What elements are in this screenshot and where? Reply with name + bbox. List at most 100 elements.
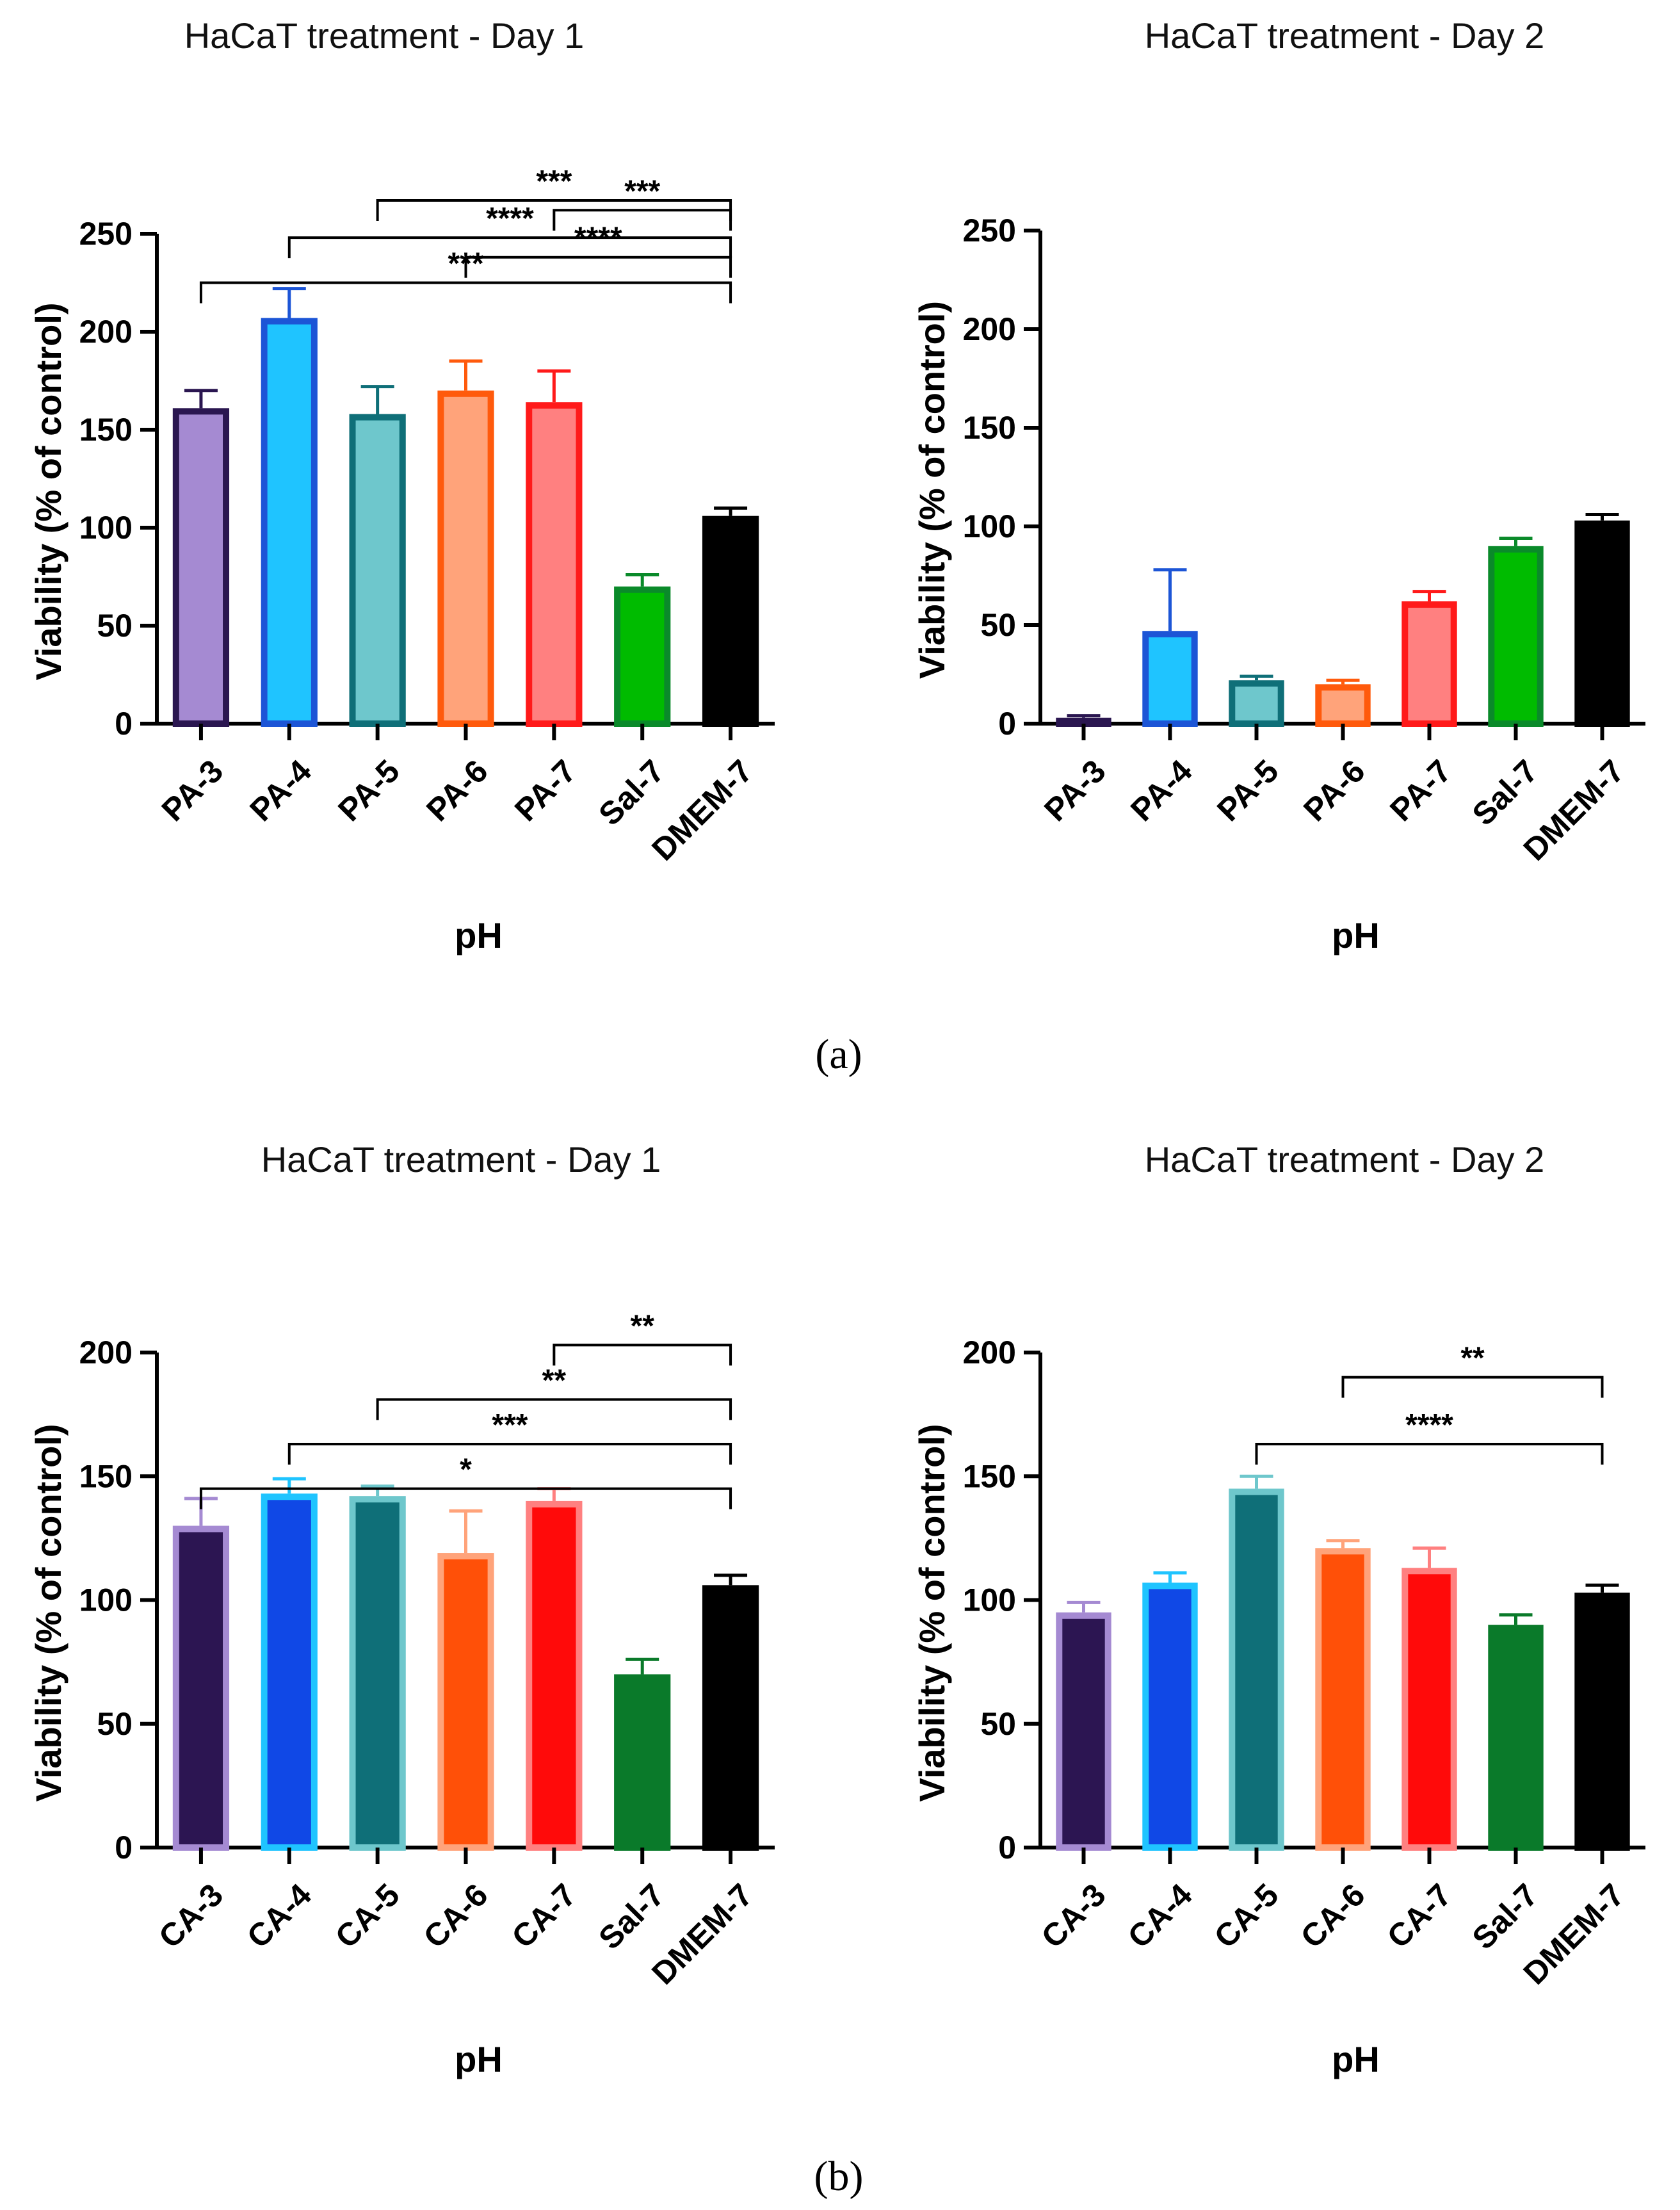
y-tick-label: 100: [963, 508, 1016, 544]
bar-ca-5: [349, 1496, 406, 1851]
significance-bracket: [464, 256, 732, 278]
bar-ca-4: [261, 1493, 318, 1851]
bar-ca-7: [526, 1500, 583, 1851]
y-tick-label: 100: [79, 510, 133, 546]
significance-label: **: [631, 1309, 655, 1343]
significance-bracket: [287, 1443, 732, 1465]
bar-sal-7: [1488, 546, 1544, 727]
x-tick-label: Sal-7: [1466, 1877, 1545, 1956]
y-tick-label: 50: [97, 608, 133, 644]
chart-3: HaCaT treatment - Day 1 0 50 100 150 200 Viabi…: [28, 1139, 775, 2079]
chart-title: HaCaT treatment - Day 2: [1145, 15, 1545, 56]
x-tick-label: CA-4: [240, 1877, 318, 1955]
bar-dmem-7: [702, 516, 759, 727]
y-axis-label: Viability (% of control): [912, 1424, 952, 1801]
bar-pa-5: [1229, 680, 1284, 727]
x-tick-label: CA-3: [1035, 1877, 1113, 1955]
x-tick-label: CA-4: [1121, 1877, 1199, 1955]
bar-ca-7: [1401, 1568, 1457, 1851]
x-tick-label: CA-3: [152, 1877, 230, 1955]
bar-sal-7: [614, 586, 671, 727]
y-tick-label: 250: [963, 213, 1016, 248]
y-tick-label: 150: [79, 1458, 133, 1494]
chart-1: HaCaT treatment - Day 1 0 50 100 150 200 250 Vi…: [28, 15, 775, 955]
bar-pa-7: [526, 402, 583, 727]
chart-4: HaCaT treatment - Day 2 0 50 100 150 200 Viabi…: [912, 1139, 1645, 2079]
y-tick-label: 150: [963, 410, 1016, 446]
y-tick-label: 0: [115, 706, 133, 742]
x-tick-label: PA-5: [1210, 753, 1286, 829]
chart-title: HaCaT treatment - Day 1: [184, 15, 585, 56]
x-axis-label: pH: [455, 915, 503, 955]
bar-sal-7: [614, 1674, 671, 1851]
significance-label: ****: [1405, 1408, 1453, 1442]
bar-pa-6: [437, 390, 494, 727]
significance-bracket: [376, 199, 732, 221]
bar-ca-3: [1056, 1612, 1111, 1851]
bar-ca-4: [1142, 1582, 1198, 1851]
significance-bracket: [553, 1344, 732, 1366]
panel-label-a: (a): [815, 1031, 862, 1078]
y-axis-label: Viability (% of control): [28, 302, 69, 680]
y-tick-label: 200: [963, 311, 1016, 347]
bar-ca-6: [1315, 1548, 1371, 1851]
x-tick-label: PA-7: [508, 753, 583, 829]
bar-pa-5: [349, 414, 406, 727]
significance-label: ***: [492, 1408, 528, 1442]
significance-label: ***: [536, 165, 572, 199]
significance-label: *: [460, 1453, 472, 1487]
x-axis-label: pH: [1332, 915, 1380, 955]
significance-bracket: [376, 1398, 732, 1420]
x-tick-label: Sal-7: [592, 753, 671, 833]
x-tick-label: PA-4: [1124, 753, 1199, 829]
significance-bracket: [1341, 1376, 1604, 1398]
x-tick-label: CA-7: [1380, 1877, 1458, 1955]
x-tick-label: PA-6: [1296, 753, 1372, 829]
y-tick-label: 100: [963, 1582, 1016, 1618]
chart-title: HaCaT treatment - Day 1: [261, 1139, 661, 1180]
y-tick-label: 50: [97, 1706, 133, 1742]
chart-2: HaCaT treatment - Day 2 0 50 100 150 200 250 Vi…: [912, 15, 1645, 955]
bar-sal-7: [1488, 1625, 1544, 1851]
significance-bracket: [287, 236, 732, 259]
significance-bracket: [1255, 1443, 1604, 1465]
x-tick-label: PA-3: [1037, 753, 1113, 829]
bar-pa-4: [261, 318, 318, 727]
x-tick-label: CA-6: [417, 1877, 495, 1955]
x-tick-label: CA-5: [328, 1877, 407, 1955]
significance-label: ****: [486, 202, 534, 236]
panel-label-b: (b): [814, 2153, 864, 2200]
significance-label: **: [1460, 1342, 1485, 1376]
bar-ca-5: [1229, 1488, 1284, 1851]
chart-title: HaCaT treatment - Day 2: [1145, 1139, 1545, 1180]
y-axis-label: Viability (% of control): [28, 1424, 69, 1801]
bar-pa-3: [172, 408, 230, 727]
bar-ca-3: [172, 1525, 230, 1851]
y-tick-label: 0: [998, 706, 1016, 742]
y-tick-label: 200: [79, 314, 133, 350]
x-tick-label: PA-5: [331, 753, 407, 829]
x-tick-label: CA-6: [1294, 1877, 1372, 1955]
significance-label: **: [542, 1363, 567, 1397]
significance-bracket: [199, 281, 732, 304]
y-tick-label: 50: [980, 1706, 1016, 1742]
y-tick-label: 0: [998, 1830, 1016, 1865]
bar-dmem-7: [702, 1585, 759, 1851]
significance-label: ***: [448, 247, 483, 281]
x-tick-label: Sal-7: [592, 1877, 671, 1956]
bar-pa-4: [1142, 631, 1198, 727]
significance-label: ***: [624, 174, 660, 208]
x-tick-label: CA-5: [1208, 1877, 1286, 1955]
x-tick-label: PA-6: [419, 753, 495, 829]
x-tick-label: CA-7: [505, 1877, 583, 1955]
x-axis-label: pH: [455, 2039, 503, 2079]
y-tick-label: 150: [79, 412, 133, 448]
y-tick-label: 100: [79, 1582, 133, 1618]
bar-pa-7: [1401, 601, 1457, 727]
bar-ca-6: [437, 1553, 494, 1851]
y-tick-label: 250: [79, 216, 133, 252]
bar-pa-6: [1315, 684, 1371, 727]
x-tick-label: PA-3: [155, 753, 230, 829]
y-tick-label: 150: [963, 1458, 1016, 1494]
